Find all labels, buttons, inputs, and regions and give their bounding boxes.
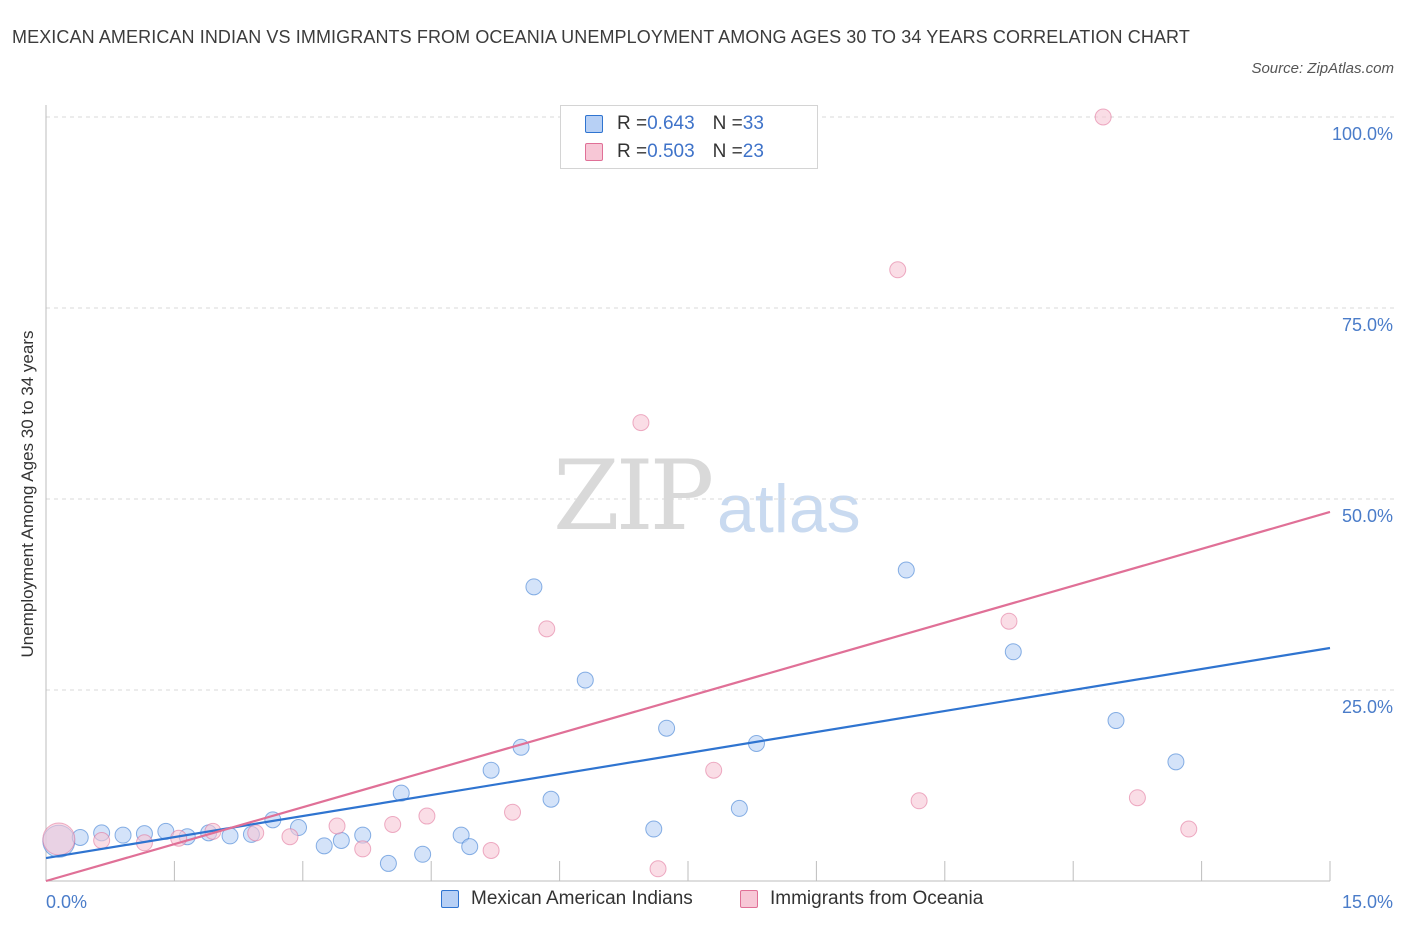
data-point-blue — [542, 790, 560, 808]
y-tick-label-100: 100.0% — [1332, 124, 1393, 144]
data-point-pink — [42, 822, 76, 856]
data-point-pink — [1000, 612, 1018, 630]
legend-item-immigrants-from-oceania: Immigrants from Oceania — [740, 888, 983, 910]
stats-legend-row-blue: R = 0.643 N = 33 — [585, 111, 764, 137]
data-point-blue — [512, 738, 530, 756]
data-point-blue — [452, 826, 470, 844]
series-legend: Mexican American Indians Immigrants from… — [0, 888, 1406, 916]
trend-line-pink — [45, 510, 1331, 883]
r-label: R = — [617, 141, 648, 162]
data-point-pink — [504, 803, 522, 821]
data-point-pink — [281, 828, 299, 846]
data-point-pink — [910, 792, 928, 810]
data-point-pink — [705, 761, 723, 779]
legend-label-pink: Immigrants from Oceania — [770, 888, 984, 909]
blue-swatch — [441, 890, 459, 908]
legend-label-blue: Mexican American Indians — [471, 888, 693, 909]
chart-title: MEXICAN AMERICAN INDIAN VS IMMIGRANTS FR… — [12, 27, 1190, 47]
data-point-pink — [328, 817, 346, 835]
data-point-blue — [392, 784, 410, 802]
trend-line-blue — [45, 646, 1331, 860]
n-value-pink: 23 — [742, 141, 764, 162]
watermark-atlas: atlas — [717, 471, 861, 547]
data-point-blue — [315, 837, 333, 855]
data-point-blue — [576, 671, 594, 689]
data-point-blue — [1167, 753, 1185, 771]
data-point-pink — [354, 840, 372, 858]
data-point-blue — [645, 820, 663, 838]
y-tick-label-25: 25.0% — [1342, 697, 1393, 717]
x-tick-label-min: 0.0% — [46, 892, 87, 912]
r-label: R = — [617, 113, 648, 134]
n-label: N = — [712, 141, 743, 162]
data-point-blue — [332, 832, 350, 850]
data-point-blue — [114, 826, 132, 844]
stats-legend: R = 0.643 N = 33 R = 0.503 N = 23 — [560, 105, 818, 169]
data-point-pink — [93, 832, 111, 850]
y-tick-label-75: 75.0% — [1342, 315, 1393, 335]
data-point-pink — [1094, 108, 1112, 126]
data-point-pink — [1180, 820, 1198, 838]
data-point-pink — [247, 824, 265, 842]
r-value-blue: 0.643 — [647, 113, 695, 134]
data-point-blue — [1004, 643, 1022, 661]
pink-swatch — [585, 143, 603, 161]
legend-item-mexican-american-indians: Mexican American Indians — [441, 888, 693, 910]
stats-legend-row-pink: R = 0.503 N = 23 — [585, 139, 764, 165]
data-point-pink — [632, 414, 650, 432]
data-point-blue — [897, 561, 915, 579]
n-label: N = — [712, 113, 743, 134]
r-value-pink: 0.503 — [647, 141, 695, 162]
x-tick-label-max: 15.0% — [1342, 892, 1393, 912]
data-point-blue — [658, 719, 676, 737]
watermark-zip: ZIP — [553, 440, 714, 552]
blue-swatch — [585, 115, 603, 133]
data-point-blue — [461, 838, 479, 856]
data-point-blue — [379, 854, 397, 872]
data-point-pink — [889, 261, 907, 279]
data-point-blue — [482, 761, 500, 779]
pink-swatch — [740, 890, 758, 908]
data-point-pink — [649, 860, 667, 878]
data-point-pink — [384, 815, 402, 833]
data-point-blue — [730, 799, 748, 817]
data-point-blue — [414, 845, 432, 863]
data-point-blue — [525, 578, 543, 596]
data-point-pink — [538, 620, 556, 638]
data-point-pink — [418, 807, 436, 825]
data-point-blue — [1107, 712, 1125, 730]
y-tick-label-50: 50.0% — [1342, 506, 1393, 526]
n-value-blue: 33 — [742, 113, 764, 134]
source-label: Source: ZipAtlas.com — [1251, 60, 1394, 77]
data-point-pink — [482, 841, 500, 859]
data-point-pink — [1128, 789, 1146, 807]
